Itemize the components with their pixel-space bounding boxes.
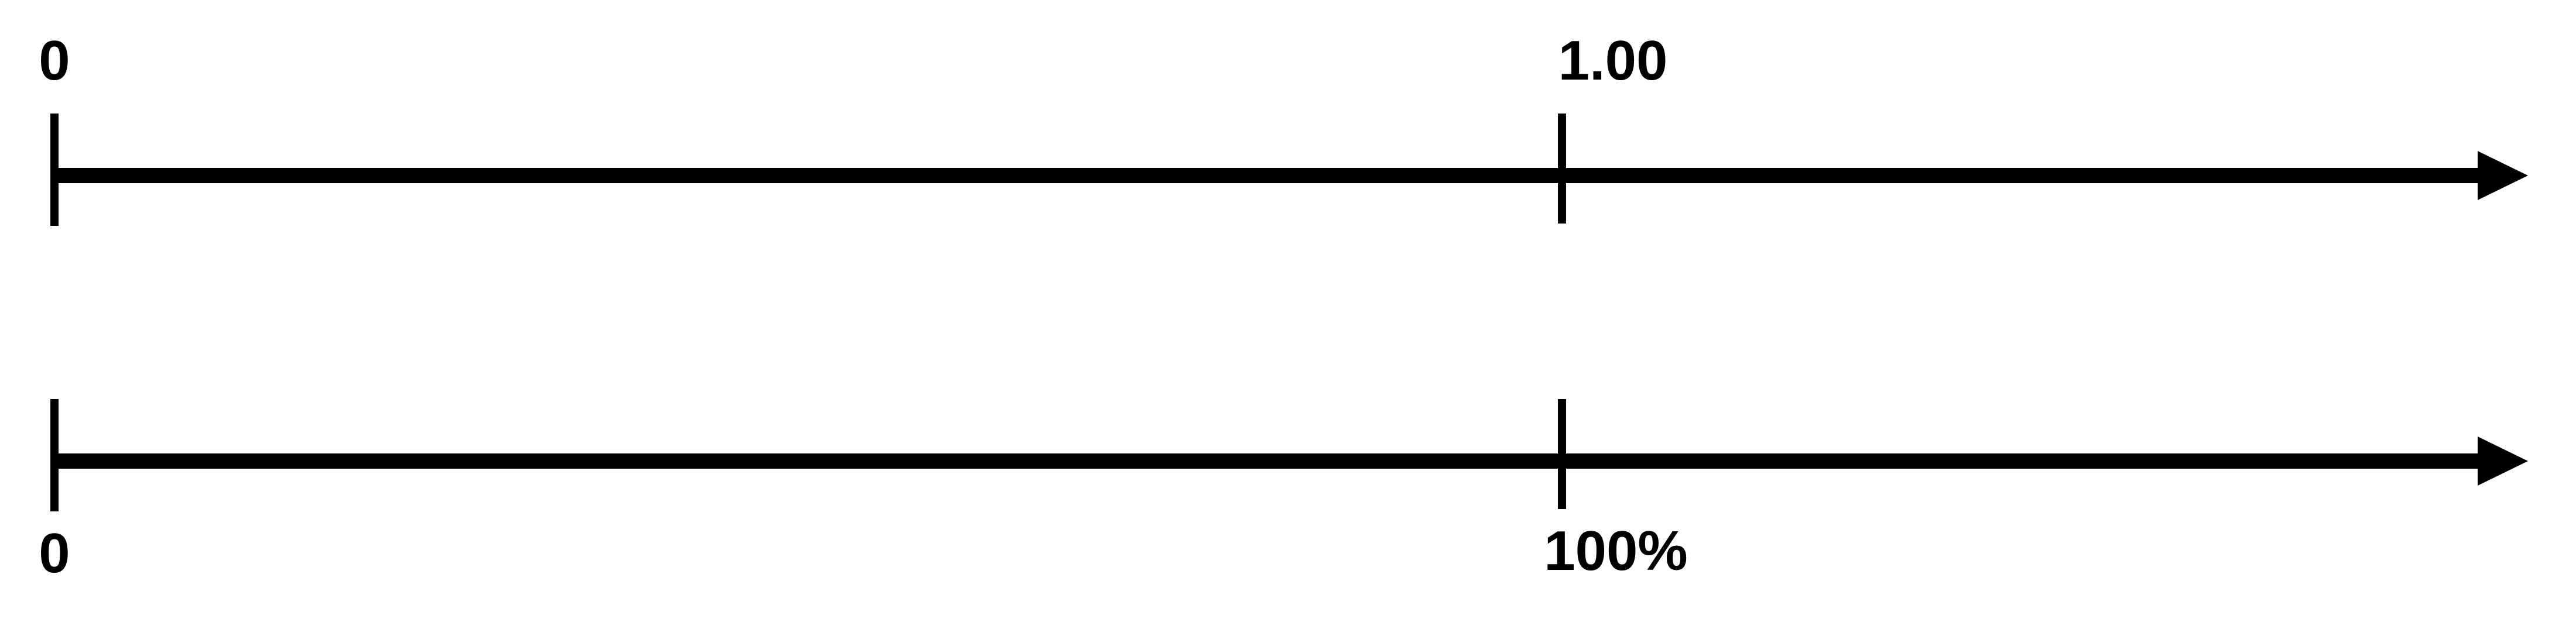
arrow-head-icon [2478,436,2528,486]
number-line-percent: 0 100% [39,399,2528,585]
tick-label-zero: 0 [39,522,70,585]
arrow-head-icon [2478,151,2528,200]
tick-label-one: 1.00 [1558,29,1668,92]
tick-label-zero: 0 [39,29,70,92]
tick-label-one: 100% [1544,520,1688,582]
number-line-decimal: 0 1.00 [39,29,2528,226]
